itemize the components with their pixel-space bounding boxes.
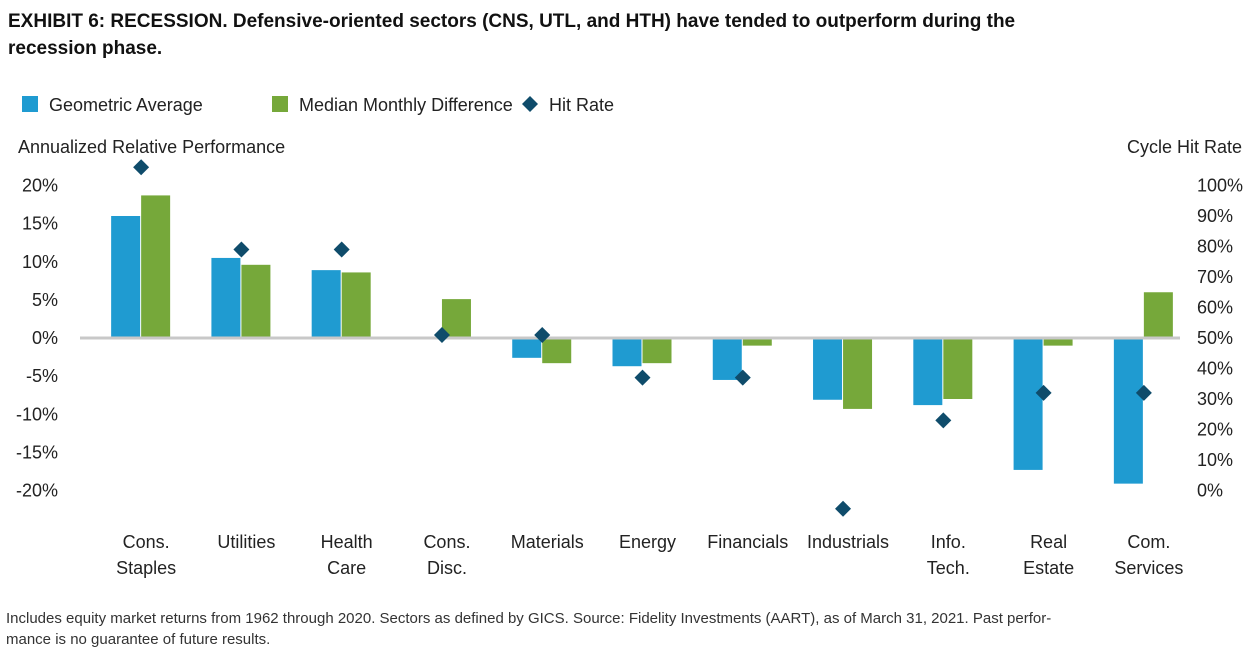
bar [612, 338, 642, 367]
y-tick-label: 20% [22, 176, 58, 196]
x-tick-label: Cons. [423, 532, 470, 552]
y2-tick-label: 40% [1197, 359, 1233, 379]
bar [211, 257, 241, 338]
y-tick-label: -20% [16, 481, 58, 501]
y2-tick-label: 20% [1197, 420, 1233, 440]
legend-marker [522, 96, 538, 112]
legend-label: Geometric Average [49, 95, 203, 115]
x-tick-label: Energy [619, 532, 676, 552]
footnote: Includes equity market returns from 1962… [6, 610, 1051, 627]
y-tick-label: -10% [16, 404, 58, 424]
y-tick-label: -15% [16, 442, 58, 462]
bar [1143, 292, 1173, 338]
bar [512, 338, 542, 358]
x-tick-label: Industrials [807, 532, 889, 552]
x-tick-label: Disc. [427, 558, 467, 578]
y-tick-label: 10% [22, 252, 58, 272]
bar [311, 270, 341, 338]
bar [341, 272, 371, 338]
x-tick-label: Real [1030, 532, 1067, 552]
y2-tick-label: 10% [1197, 450, 1233, 470]
bar [913, 338, 943, 406]
bar [813, 338, 843, 400]
x-tick-label: Staples [116, 558, 176, 578]
x-tick-label: Estate [1023, 558, 1074, 578]
bar [141, 195, 171, 338]
chart-title: EXHIBIT 6: RECESSION. Defensive-oriented… [8, 11, 1015, 32]
x-tick-label: Financials [707, 532, 788, 552]
bar [1043, 338, 1073, 346]
bar [712, 338, 742, 380]
y2-tick-label: 50% [1197, 328, 1233, 348]
bar [542, 338, 572, 364]
y-tick-label: 5% [32, 290, 58, 310]
bar [111, 216, 141, 338]
y-tick-label: 0% [32, 328, 58, 348]
x-tick-label: Utilities [217, 532, 275, 552]
x-tick-label: Info. [931, 532, 966, 552]
y2-tick-label: 60% [1197, 298, 1233, 318]
bar [642, 338, 672, 364]
y2-tick-label: 0% [1197, 481, 1223, 501]
x-tick-label: Health [321, 532, 373, 552]
y-tick-label: -5% [26, 366, 58, 386]
hit-rate-marker [835, 500, 852, 517]
x-tick-label: Services [1114, 558, 1183, 578]
bar [1113, 338, 1143, 484]
y2-tick-label: 80% [1197, 237, 1233, 257]
hit-rate-marker [1135, 384, 1152, 401]
bar [1013, 338, 1043, 470]
hit-rate-marker [333, 241, 350, 258]
y-axis-title: Annualized Relative Performance [18, 137, 285, 157]
bar [441, 299, 471, 338]
y2-tick-label: 90% [1197, 206, 1233, 226]
x-tick-label: Tech. [927, 558, 970, 578]
hit-rate-marker [133, 159, 150, 176]
legend-marker [22, 96, 38, 112]
hit-rate-marker [433, 326, 450, 343]
y2-axis-title: Cycle Hit Rate [1127, 137, 1242, 157]
y2-tick-label: 100% [1197, 176, 1243, 196]
bar [943, 338, 973, 399]
legend-label: Hit Rate [549, 95, 614, 115]
bar [241, 264, 271, 338]
hit-rate-marker [734, 369, 751, 386]
x-tick-label: Materials [511, 532, 584, 552]
y2-tick-label: 70% [1197, 267, 1233, 287]
y-tick-label: 15% [22, 214, 58, 234]
x-tick-label: Com. [1127, 532, 1170, 552]
legend-marker [272, 96, 288, 112]
x-tick-label: Cons. [123, 532, 170, 552]
hit-rate-marker [634, 369, 651, 386]
hit-rate-marker [534, 326, 551, 343]
bar [742, 338, 772, 346]
chart-title: recession phase. [8, 38, 162, 59]
hit-rate-marker [1035, 384, 1052, 401]
hit-rate-marker [935, 412, 952, 429]
x-tick-label: Care [327, 558, 366, 578]
footnote: mance is no guarantee of future results. [6, 631, 270, 648]
y2-tick-label: 30% [1197, 389, 1233, 409]
legend-label: Median Monthly Difference [299, 95, 513, 115]
hit-rate-marker [233, 241, 250, 258]
bar [843, 338, 873, 409]
